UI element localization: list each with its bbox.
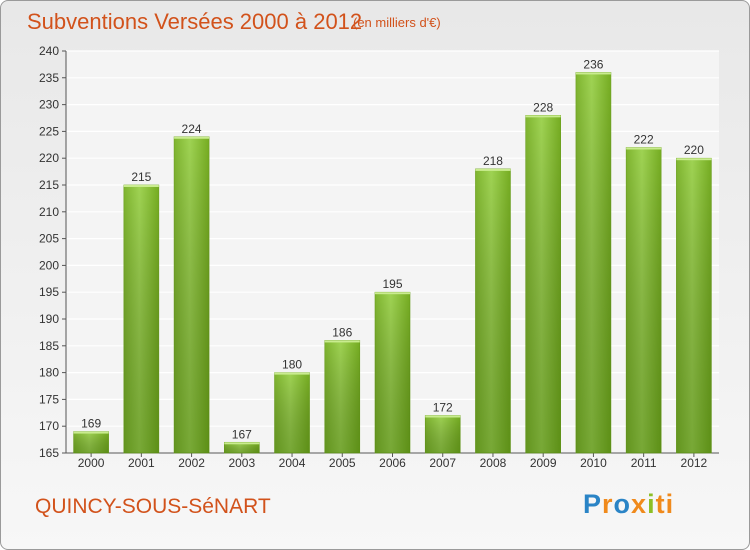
x-tick-label: 2001 xyxy=(128,456,155,470)
y-tick-label: 185 xyxy=(39,339,59,353)
y-tick-label: 180 xyxy=(39,366,59,380)
bar-value-label: 228 xyxy=(533,100,553,114)
bar-value-label: 224 xyxy=(182,122,202,136)
bar-shade xyxy=(174,136,210,453)
y-tick-label: 195 xyxy=(39,285,59,299)
bar-shade xyxy=(676,158,712,453)
logo-letter: o xyxy=(613,489,632,519)
logo-letter: x xyxy=(631,489,648,519)
bar-top xyxy=(324,340,360,343)
bar-value-label: 186 xyxy=(332,325,352,339)
x-tick-label: 2008 xyxy=(480,456,507,470)
bar-shade xyxy=(375,292,410,453)
x-tick-label: 2000 xyxy=(78,456,105,470)
bar-shade xyxy=(525,115,561,453)
bar-shade xyxy=(425,415,461,453)
bar-shade xyxy=(224,442,260,453)
bar-value-label: 167 xyxy=(232,427,252,441)
bar-top xyxy=(375,292,410,295)
bar-top xyxy=(73,431,109,434)
logo-letter: P xyxy=(583,489,603,519)
y-tick-label: 175 xyxy=(39,392,59,406)
bar-top xyxy=(425,415,461,418)
bar-top xyxy=(123,185,159,187)
bar-top xyxy=(676,158,712,161)
bar-value-label: 169 xyxy=(81,417,101,431)
bar-value-label: 236 xyxy=(583,57,603,71)
x-tick-label: 2009 xyxy=(530,456,557,470)
proxiti-logo: Proxiti xyxy=(583,489,674,520)
y-tick-label: 220 xyxy=(39,151,59,165)
y-tick-label: 165 xyxy=(39,446,59,460)
chart-subtitle: (en milliers d'€) xyxy=(353,15,441,30)
bar-shade xyxy=(626,147,662,454)
y-tick-label: 190 xyxy=(39,312,59,326)
y-tick-label: 210 xyxy=(39,205,59,219)
bar-value-label: 215 xyxy=(131,170,151,184)
bar-value-label: 222 xyxy=(634,132,654,146)
bar-top xyxy=(224,442,260,445)
x-tick-label: 2011 xyxy=(631,456,657,470)
y-tick-label: 240 xyxy=(39,44,59,58)
bar-value-label: 218 xyxy=(483,154,503,168)
bar-shade xyxy=(324,340,360,453)
x-tick-label: 2006 xyxy=(379,456,406,470)
x-tick-label: 2003 xyxy=(228,456,255,470)
bar-shade xyxy=(123,185,159,453)
bar-top xyxy=(525,115,561,118)
bar-value-label: 180 xyxy=(282,358,302,372)
bar-shade xyxy=(274,372,310,453)
bar-top xyxy=(575,72,611,75)
y-tick-label: 235 xyxy=(39,71,59,85)
x-tick-label: 2004 xyxy=(279,456,306,470)
labels: 165 170 175 180 185 190 195 200 205 210 215 220 225 2… xyxy=(39,44,708,470)
y-tick-label: 200 xyxy=(39,258,59,272)
y-tick-label: 215 xyxy=(39,178,59,192)
x-tick-label: 2002 xyxy=(178,456,205,470)
y-tick-label: 205 xyxy=(39,232,59,246)
bar-value-label: 195 xyxy=(382,277,402,291)
bar-top xyxy=(626,147,662,150)
x-tick-label: 2005 xyxy=(329,456,356,470)
bar-top xyxy=(174,136,210,139)
logo-letter: i xyxy=(647,489,656,519)
y-tick-label: 225 xyxy=(39,124,59,138)
bar-shade xyxy=(475,168,511,454)
bar-shade xyxy=(73,431,109,453)
x-tick-label: 2012 xyxy=(681,456,708,470)
x-tick-label: 2007 xyxy=(429,456,456,470)
commune-name: QUINCY-SOUS-SéNART xyxy=(35,495,271,518)
y-tick-label: 170 xyxy=(39,419,59,433)
bar-top xyxy=(475,168,511,171)
chart-title: Subventions Versées 2000 à 2012 xyxy=(27,9,363,34)
logo-letter: r xyxy=(602,489,614,519)
bar-top xyxy=(274,372,310,375)
bar-shade xyxy=(575,72,611,453)
bar-value-label: 220 xyxy=(684,143,704,157)
bars xyxy=(73,72,712,454)
logo-letter: ti xyxy=(655,489,675,519)
y-tick-label: 230 xyxy=(39,98,59,112)
x-tick-label: 2010 xyxy=(580,456,607,470)
bar-value-label: 172 xyxy=(433,400,453,414)
